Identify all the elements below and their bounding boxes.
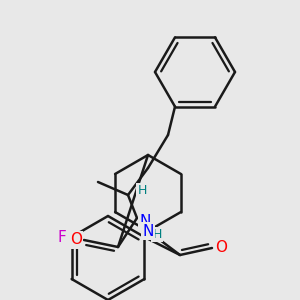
Text: N: N (142, 224, 154, 238)
Text: O: O (215, 241, 227, 256)
Text: O: O (70, 232, 82, 247)
Text: H: H (137, 184, 147, 196)
Text: H: H (152, 227, 162, 241)
Text: F: F (57, 230, 66, 244)
Text: N: N (139, 214, 151, 229)
